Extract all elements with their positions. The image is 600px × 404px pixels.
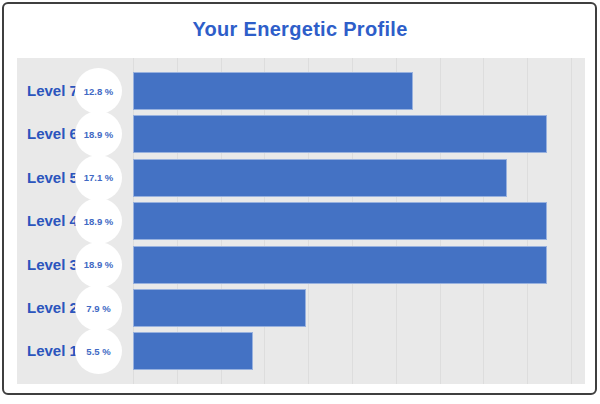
bar-level-6 bbox=[133, 115, 547, 153]
page-title: Your Energetic Profile bbox=[0, 18, 600, 41]
chart-row-level-6: Level 618.9 % bbox=[17, 114, 585, 154]
chart-row-level-7: Level 712.8 % bbox=[17, 71, 585, 111]
chart-row-level-4: Level 418.9 % bbox=[17, 201, 585, 241]
bar-level-3 bbox=[133, 246, 547, 284]
chart-row-level-5: Level 517.1 % bbox=[17, 158, 585, 198]
energetic-profile-card: Your Energetic Profile Level 712.8 %Leve… bbox=[0, 0, 600, 404]
category-label-level-7: Level 7 bbox=[27, 71, 79, 111]
bar-level-1 bbox=[133, 332, 253, 370]
bar-level-2 bbox=[133, 289, 306, 327]
percent-badge-level-5: 17.1 % bbox=[75, 155, 122, 201]
percent-badge-level-6: 18.9 % bbox=[75, 111, 122, 157]
category-label-level-1: Level 1 bbox=[27, 331, 79, 371]
percent-badge-level-3: 18.9 % bbox=[75, 242, 122, 288]
bar-level-5 bbox=[133, 159, 507, 197]
category-label-level-3: Level 3 bbox=[27, 245, 79, 285]
chart-plot-area: Level 712.8 %Level 618.9 %Level 517.1 %L… bbox=[17, 58, 585, 384]
category-label-level-5: Level 5 bbox=[27, 158, 79, 198]
chart-row-level-3: Level 318.9 % bbox=[17, 245, 585, 285]
percent-badge-level-1: 5.5 % bbox=[75, 328, 122, 374]
category-label-level-2: Level 2 bbox=[27, 288, 79, 328]
bar-level-7 bbox=[133, 72, 413, 110]
percent-badge-level-7: 12.8 % bbox=[75, 68, 122, 114]
percent-badge-level-4: 18.9 % bbox=[75, 198, 122, 244]
category-label-level-6: Level 6 bbox=[27, 114, 79, 154]
chart-row-level-2: Level 27.9 % bbox=[17, 288, 585, 328]
chart-row-level-1: Level 15.5 % bbox=[17, 331, 585, 371]
category-label-level-4: Level 4 bbox=[27, 201, 79, 241]
bar-level-4 bbox=[133, 202, 547, 240]
percent-badge-level-2: 7.9 % bbox=[75, 285, 122, 331]
